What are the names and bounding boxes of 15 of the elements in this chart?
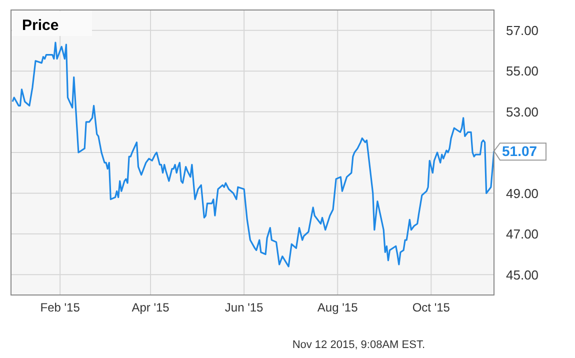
x-tick-label: Feb '15 xyxy=(40,300,80,315)
annotation: 51.07 xyxy=(502,143,538,160)
text: Nov 12 2015, 9:08AM EST. xyxy=(292,339,425,351)
text: Price xyxy=(22,17,59,34)
y-tick-label: 47.00 xyxy=(506,226,539,242)
x-tick-label: Apr '15 xyxy=(132,300,170,315)
x-tick-label: Aug '15 xyxy=(317,300,358,315)
y-tick-label: 45.00 xyxy=(506,267,539,282)
y-tick-label: 57.00 xyxy=(506,22,539,38)
line-series xyxy=(12,42,494,268)
y-tick-label: 49.00 xyxy=(506,186,539,201)
x-tick-label: Oct '15 xyxy=(412,300,450,315)
y-tick-label: 55.00 xyxy=(506,64,539,79)
x-tick-label: Jun '15 xyxy=(224,300,264,315)
y-tick-label: 53.00 xyxy=(506,104,539,120)
